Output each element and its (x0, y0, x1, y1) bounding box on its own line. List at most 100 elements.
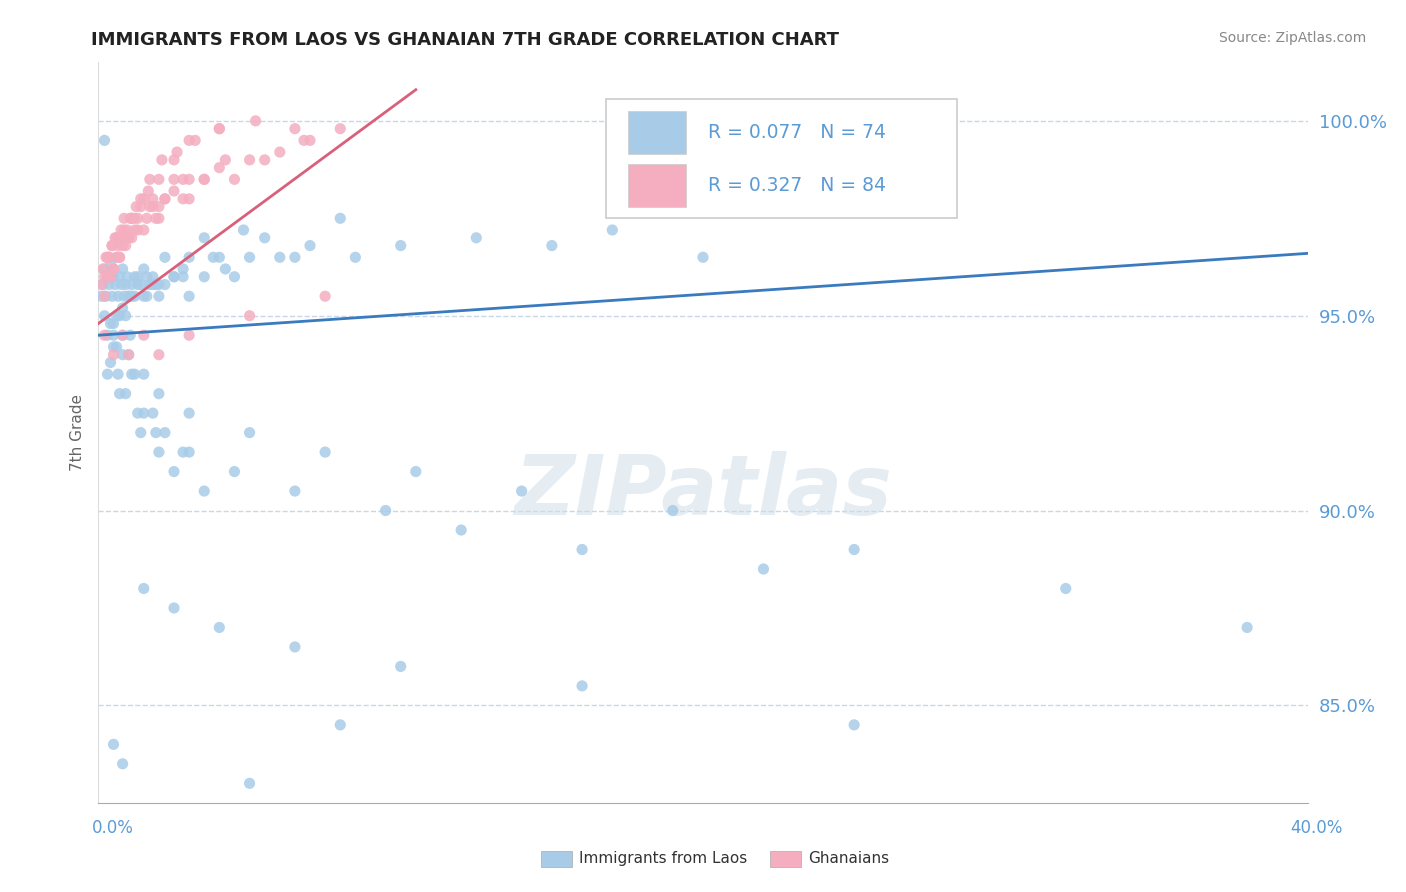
Point (104, 277, 127, 292)
Point (139, 200, 162, 214)
Point (129, 277, 152, 292)
Point (120, 328, 142, 343)
Point (184, 133, 207, 147)
Text: 0.0%: 0.0% (91, 819, 134, 837)
Point (112, 289, 135, 303)
Point (108, 309, 131, 323)
Point (510, 484, 533, 499)
Point (172, 172, 194, 186)
Point (104, 231, 127, 245)
Point (129, 192, 152, 206)
Point (269, 145, 291, 159)
Point (172, 192, 194, 206)
Point (124, 223, 146, 237)
Point (692, 250, 714, 264)
Point (193, 231, 215, 245)
Point (193, 172, 215, 186)
Point (101, 238, 124, 252)
Point (121, 211, 143, 226)
Point (114, 309, 136, 323)
Point (91, 277, 114, 292)
Point (166, 145, 188, 159)
Point (329, 718, 352, 732)
Point (129, 425, 152, 440)
Point (245, 114, 267, 128)
Point (111, 238, 134, 252)
Point (96, 269, 118, 284)
Point (153, 192, 176, 206)
Point (108, 386, 131, 401)
Point (193, 484, 215, 499)
Point (121, 367, 143, 381)
Point (103, 269, 125, 284)
Point (118, 231, 141, 245)
Point (94, 250, 117, 264)
Point (329, 211, 352, 226)
Point (179, 328, 201, 343)
Point (465, 231, 488, 245)
Point (136, 184, 159, 198)
Point (107, 289, 129, 303)
Point (93, 328, 115, 343)
Point (101, 289, 124, 303)
Point (179, 289, 201, 303)
Point (96, 328, 118, 343)
Point (179, 192, 201, 206)
Point (145, 277, 167, 292)
Point (96, 250, 118, 264)
Point (145, 425, 167, 440)
Point (132, 262, 155, 277)
Point (284, 640, 307, 654)
Point (108, 250, 131, 264)
Point (232, 223, 254, 237)
Point (124, 211, 146, 226)
Point (208, 121, 231, 136)
Point (93, 133, 115, 147)
Point (127, 406, 149, 420)
Text: ZIPatlas: ZIPatlas (515, 451, 891, 533)
Point (253, 153, 276, 167)
Point (132, 328, 155, 343)
Point (90, 289, 112, 303)
Point (153, 192, 176, 206)
Point (602, 223, 624, 237)
Point (90, 277, 112, 292)
Point (107, 238, 129, 252)
Point (269, 250, 291, 264)
Point (127, 277, 149, 292)
Point (450, 523, 472, 537)
Point (193, 269, 215, 284)
Point (103, 328, 125, 343)
Point (93, 269, 115, 284)
Point (110, 277, 132, 292)
Point (132, 192, 155, 206)
Point (752, 562, 775, 576)
Point (193, 172, 215, 186)
Point (844, 718, 866, 732)
Point (1054, 582, 1077, 596)
Point (208, 620, 231, 634)
Point (101, 238, 124, 252)
Point (571, 542, 593, 557)
Point (253, 231, 276, 245)
Point (142, 269, 165, 284)
Point (118, 231, 141, 245)
Point (172, 269, 194, 284)
Y-axis label: 7th Grade: 7th Grade (69, 394, 84, 471)
Point (1236, 620, 1258, 634)
Point (179, 445, 201, 459)
Point (163, 172, 186, 186)
Point (153, 425, 176, 440)
Point (121, 289, 143, 303)
Point (132, 582, 155, 596)
Point (115, 269, 138, 284)
Point (208, 121, 231, 136)
Point (148, 348, 170, 362)
Point (103, 262, 125, 277)
Point (96, 269, 118, 284)
Point (284, 250, 307, 264)
Point (163, 601, 186, 615)
Point (105, 250, 128, 264)
Point (125, 200, 148, 214)
Point (93, 309, 115, 323)
